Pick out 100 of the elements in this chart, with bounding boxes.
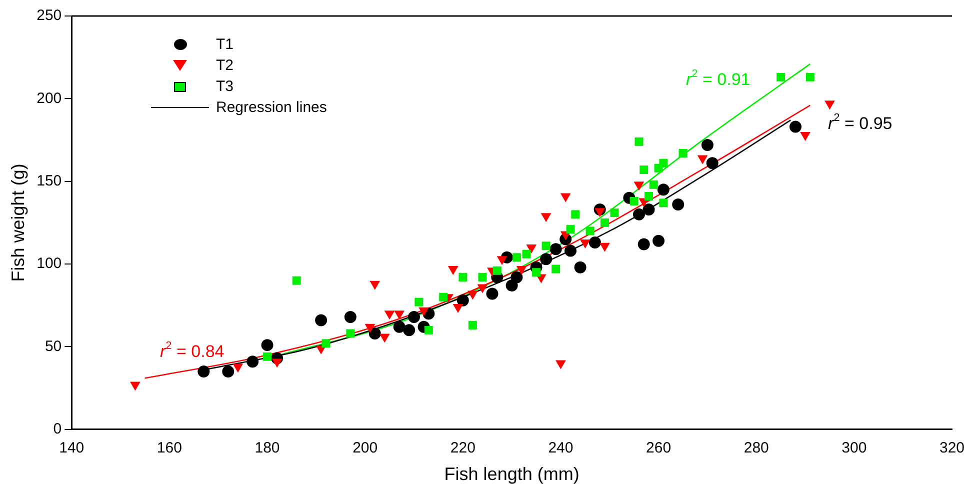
point: [418, 307, 429, 316]
point: [600, 242, 610, 252]
point: [540, 213, 552, 222]
point: [448, 266, 458, 275]
point: [346, 329, 355, 338]
point: [776, 72, 786, 82]
point: [649, 180, 658, 189]
point: [652, 234, 665, 247]
point: [384, 310, 395, 320]
point: [467, 290, 478, 300]
point: [522, 250, 531, 258]
legend-label: T2: [216, 57, 234, 74]
point: [222, 366, 234, 378]
point: [659, 158, 668, 168]
point: [364, 324, 376, 333]
y-axis-title: Fish weight (g): [8, 164, 28, 282]
x-tick-label: 220: [450, 440, 476, 457]
point: [486, 288, 498, 300]
point: [571, 210, 580, 219]
x-tick-label: 260: [646, 440, 672, 457]
point: [701, 138, 714, 151]
point: [644, 192, 654, 200]
point: [532, 268, 541, 277]
point: [272, 358, 282, 368]
point: [344, 310, 356, 323]
point: [550, 243, 562, 256]
point: [292, 276, 301, 285]
point: [468, 320, 477, 330]
point: [632, 208, 645, 220]
point: [458, 273, 468, 282]
point: [322, 339, 330, 348]
point: [574, 261, 586, 274]
point: [586, 226, 594, 236]
point: [564, 244, 577, 257]
point: [439, 292, 448, 302]
point: [198, 366, 210, 378]
point: [456, 294, 469, 306]
x-axis-title: Fish length (mm): [444, 464, 580, 484]
point: [261, 339, 274, 352]
y-tick-label: 100: [36, 255, 62, 272]
legend-label: Regression lines: [216, 99, 327, 116]
point: [492, 266, 502, 275]
point: [452, 304, 464, 314]
point: [638, 238, 650, 250]
x-tick-label: 140: [59, 440, 84, 457]
point: [542, 242, 550, 250]
point: [580, 240, 590, 249]
point: [806, 72, 814, 82]
point: [512, 253, 521, 262]
legend-label: T1: [216, 36, 234, 53]
point: [315, 314, 328, 326]
point: [610, 208, 619, 218]
y-tick-label: 200: [36, 90, 62, 107]
point: [824, 100, 835, 110]
point: [516, 266, 527, 275]
legend-label: T3: [216, 78, 234, 95]
point: [566, 225, 575, 234]
x-tick-label: 240: [548, 440, 574, 457]
y-tick-label: 50: [44, 338, 62, 355]
point: [379, 334, 390, 343]
point: [588, 236, 601, 249]
x-tick-label: 300: [842, 440, 867, 457]
y-tick-label: 250: [36, 7, 62, 24]
point: [526, 244, 537, 254]
point: [414, 298, 424, 306]
point: [246, 356, 259, 368]
point: [556, 360, 566, 370]
point: [477, 284, 488, 294]
point: [697, 155, 708, 164]
point: [552, 264, 560, 274]
point: [408, 310, 420, 323]
x-tick-label: 160: [156, 440, 182, 457]
point: [263, 352, 272, 361]
point: [642, 203, 655, 216]
point: [634, 137, 644, 146]
point: [368, 327, 381, 340]
point: [393, 320, 406, 333]
point: [496, 256, 508, 266]
point: [424, 326, 433, 334]
point: [706, 157, 718, 170]
point: [560, 193, 571, 202]
point: [540, 253, 552, 266]
point: [394, 310, 405, 320]
y-tick-label: 150: [36, 172, 62, 190]
point: [659, 198, 668, 208]
x-tick-label: 280: [744, 440, 769, 457]
point: [403, 324, 416, 336]
point: [657, 184, 670, 196]
point: [478, 273, 487, 282]
point: [634, 182, 644, 191]
point: [678, 149, 688, 158]
point: [789, 120, 802, 133]
point: [130, 382, 140, 391]
y-tick-label: 0: [53, 420, 62, 438]
point: [800, 132, 810, 142]
point: [370, 280, 380, 290]
x-tick-label: 180: [254, 440, 280, 457]
x-tick-label: 320: [939, 440, 965, 457]
point: [232, 364, 244, 373]
point: [672, 198, 684, 211]
